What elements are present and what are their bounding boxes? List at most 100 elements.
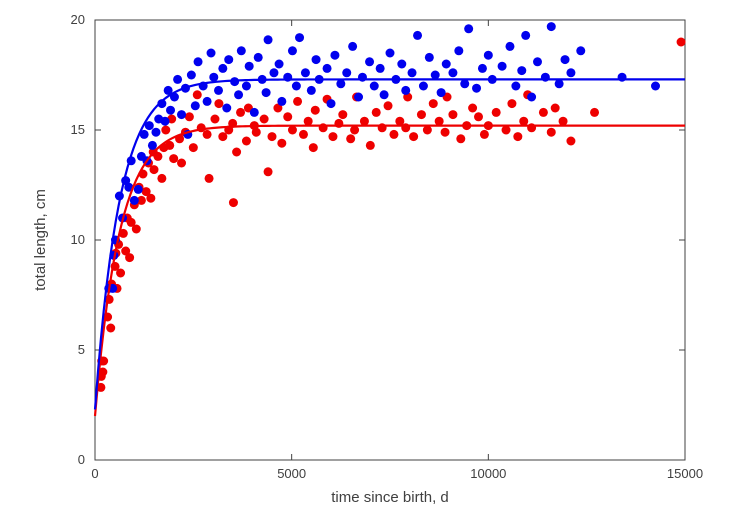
x-tick-label: 15000 bbox=[667, 466, 703, 481]
data-point-blue bbox=[323, 64, 332, 73]
x-tick-label: 10000 bbox=[470, 466, 506, 481]
data-point-red bbox=[366, 141, 375, 150]
data-point-blue bbox=[166, 106, 175, 115]
data-point-blue bbox=[555, 79, 564, 88]
data-point-red bbox=[539, 108, 548, 117]
data-point-blue bbox=[576, 46, 585, 55]
data-point-blue bbox=[207, 49, 216, 58]
data-point-red bbox=[409, 132, 418, 141]
data-point-red bbox=[210, 115, 219, 124]
data-point-blue bbox=[148, 141, 157, 150]
data-point-red bbox=[203, 130, 212, 139]
data-point-blue bbox=[262, 88, 271, 97]
data-point-blue bbox=[327, 99, 336, 108]
data-point-blue bbox=[651, 82, 660, 91]
data-point-blue bbox=[386, 49, 395, 58]
data-point-blue bbox=[254, 53, 263, 62]
data-point-red bbox=[146, 194, 155, 203]
data-point-blue bbox=[275, 60, 284, 69]
data-point-blue bbox=[370, 82, 379, 91]
data-point-blue bbox=[472, 84, 481, 93]
data-point-red bbox=[153, 152, 162, 161]
data-point-red bbox=[519, 117, 528, 126]
data-point-red bbox=[513, 132, 522, 141]
data-point-blue bbox=[187, 71, 196, 80]
data-point-blue bbox=[437, 88, 446, 97]
data-point-red bbox=[389, 130, 398, 139]
data-point-blue bbox=[130, 196, 139, 205]
data-point-red bbox=[169, 154, 178, 163]
data-point-red bbox=[328, 132, 337, 141]
x-tick-label: 0 bbox=[91, 466, 98, 481]
data-point-blue bbox=[419, 82, 428, 91]
data-point-red bbox=[264, 167, 273, 176]
data-point-red bbox=[492, 108, 501, 117]
data-point-blue bbox=[527, 93, 536, 102]
data-point-red bbox=[277, 139, 286, 148]
data-point-blue bbox=[245, 62, 254, 71]
data-point-red bbox=[590, 108, 599, 117]
data-point-red bbox=[288, 126, 297, 135]
fit-curve-red bbox=[95, 126, 685, 416]
data-point-blue bbox=[177, 110, 186, 119]
data-point-red bbox=[507, 99, 516, 108]
data-point-blue bbox=[561, 55, 570, 64]
data-point-red bbox=[429, 99, 438, 108]
data-point-red bbox=[423, 126, 432, 135]
data-point-red bbox=[242, 137, 251, 146]
data-point-blue bbox=[242, 82, 251, 91]
data-point-blue bbox=[134, 185, 143, 194]
data-point-red bbox=[480, 130, 489, 139]
data-point-blue bbox=[365, 57, 374, 66]
data-point-red bbox=[346, 134, 355, 143]
growth-scatter-chart: 05000100001500005101520 time since birth… bbox=[0, 0, 729, 521]
data-point-red bbox=[229, 198, 238, 207]
x-axis-label: time since birth, d bbox=[331, 489, 449, 506]
data-point-blue bbox=[478, 64, 487, 73]
data-point-red bbox=[559, 117, 568, 126]
data-point-blue bbox=[218, 64, 227, 73]
data-point-red bbox=[157, 174, 166, 183]
data-point-blue bbox=[336, 79, 345, 88]
data-point-blue bbox=[234, 90, 243, 99]
data-point-red bbox=[448, 110, 457, 119]
data-point-blue bbox=[307, 86, 316, 95]
data-point-blue bbox=[250, 108, 259, 117]
data-point-blue bbox=[269, 68, 278, 77]
data-point-red bbox=[502, 126, 511, 135]
data-point-red bbox=[214, 99, 223, 108]
data-point-blue bbox=[222, 104, 231, 113]
data-point-red bbox=[417, 110, 426, 119]
data-point-blue bbox=[376, 64, 385, 73]
data-point-blue bbox=[295, 33, 304, 42]
data-point-red bbox=[125, 253, 134, 262]
data-point-blue bbox=[194, 57, 203, 66]
data-point-red bbox=[161, 126, 170, 135]
data-point-red bbox=[293, 97, 302, 106]
data-point-red bbox=[252, 128, 261, 137]
data-point-blue bbox=[203, 97, 212, 106]
data-point-red bbox=[232, 148, 241, 157]
data-point-red bbox=[268, 132, 277, 141]
data-point-blue bbox=[151, 128, 160, 137]
data-point-blue bbox=[288, 46, 297, 55]
data-point-red bbox=[468, 104, 477, 113]
x-tick-label: 5000 bbox=[277, 466, 306, 481]
data-point-blue bbox=[521, 31, 530, 40]
data-point-blue bbox=[301, 68, 310, 77]
data-point-blue bbox=[277, 97, 286, 106]
data-point-red bbox=[189, 143, 198, 152]
data-point-blue bbox=[292, 82, 301, 91]
data-point-blue bbox=[354, 93, 363, 102]
y-tick-label: 10 bbox=[71, 232, 85, 247]
data-point-blue bbox=[442, 60, 451, 69]
data-point-red bbox=[260, 115, 269, 124]
data-point-red bbox=[441, 128, 450, 137]
data-point-blue bbox=[380, 90, 389, 99]
data-point-blue bbox=[330, 51, 339, 60]
data-point-red bbox=[350, 126, 359, 135]
data-point-red bbox=[283, 112, 292, 121]
data-point-blue bbox=[505, 42, 514, 51]
data-point-blue bbox=[460, 79, 469, 88]
data-point-blue bbox=[342, 68, 351, 77]
